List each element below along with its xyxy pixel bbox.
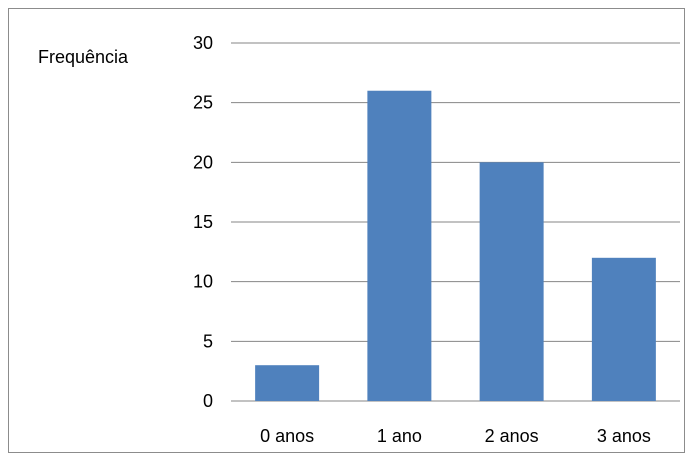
y-axis-label: Frequência [38,47,129,67]
y-axis-ticks: 0 5 10 15 20 25 30 [193,33,213,411]
y-tick-label: 0 [203,391,213,411]
y-tick-label: 15 [193,212,213,232]
bar [255,365,320,401]
y-tick-label: 5 [203,331,213,351]
y-tick-label: 30 [193,33,213,53]
x-category-label: 1 ano [377,426,422,446]
x-category-label: 0 anos [260,426,314,446]
bar [479,162,544,401]
bars [255,90,656,401]
bar [591,257,656,401]
x-category-label: 2 anos [485,426,539,446]
y-tick-label: 20 [193,152,213,172]
y-tick-label: 25 [193,93,213,113]
bar [367,90,432,401]
x-axis-labels: 0 anos 1 ano 2 anos 3 anos [260,426,651,446]
chart-frame [8,8,685,453]
y-tick-label: 10 [193,272,213,292]
x-category-label: 3 anos [597,426,651,446]
